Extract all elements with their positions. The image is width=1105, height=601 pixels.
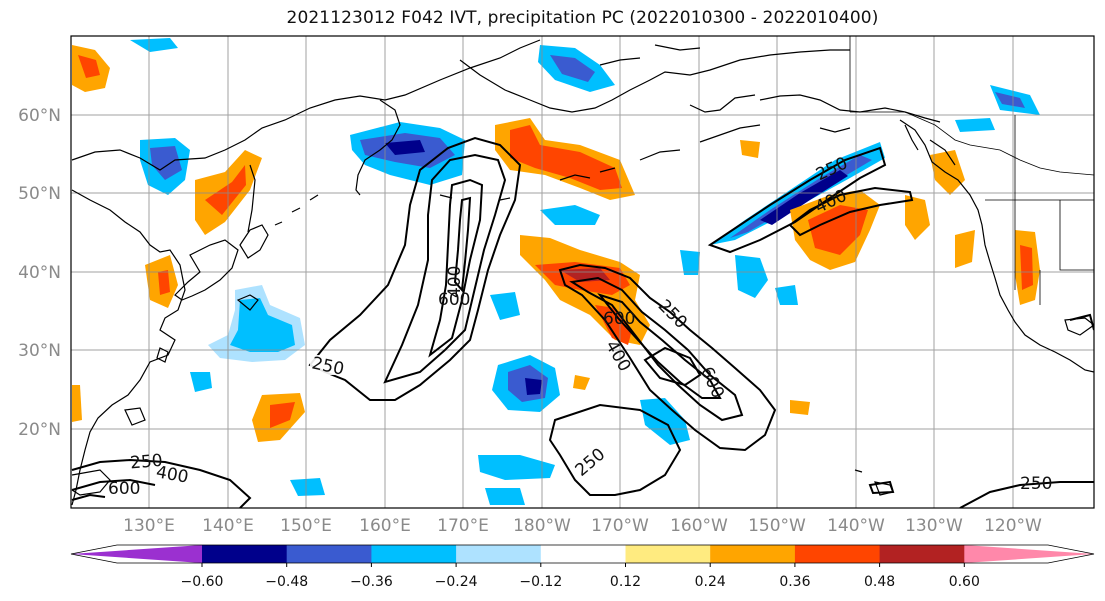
latitude-labels: 60°N 50°N 40°N 30°N 20°N [18, 106, 61, 440]
lon-label: 140°W [827, 516, 885, 536]
colorbar-tick-label: −0.24 [435, 574, 478, 590]
colorbar-tick-label: 0.36 [779, 574, 810, 590]
colorbar-tick-label: 0.48 [864, 574, 895, 590]
ivt-contour-labels: 250 400 600 250 600 400 250 600 400 250 … [108, 153, 1052, 499]
figure-title: 2021123012 F042 IVT, precipitation PC (2… [286, 8, 879, 28]
contour-label: 600 [438, 290, 470, 310]
lon-label: 130°W [905, 516, 963, 536]
colorbar-segment [540, 545, 626, 563]
lon-label: 170°E [437, 516, 489, 536]
colorbar-segment [202, 545, 288, 563]
colorbar-segment [371, 545, 457, 563]
colorbar-segment [625, 545, 711, 563]
colorbar-tick-label: 0.12 [610, 574, 641, 590]
colorbar-segment [71, 545, 202, 563]
lon-label: 150°W [748, 516, 806, 536]
lat-label: 20°N [18, 420, 61, 440]
contour-label: 600 [108, 479, 140, 499]
lon-label: 160°E [359, 516, 411, 536]
contour-label: 600 [603, 309, 635, 329]
colorbar: −0.60 −0.48 −0.36 −0.24 −0.12 0.12 0.24 0.36 0.4… [70, 544, 1095, 590]
lat-label: 50°N [18, 184, 61, 204]
colorbar-segment [456, 545, 542, 563]
colorbar-tick-label: −0.60 [181, 574, 224, 590]
lon-label: 140°E [202, 516, 254, 536]
ivt-contours [71, 136, 1094, 508]
political-borders [849, 36, 1094, 305]
colorbar-tick-label: 0.24 [695, 574, 726, 590]
lon-label: 120°W [984, 516, 1042, 536]
longitude-labels: 130°E 140°E 150°E 160°E 170°E 180°W 170°… [123, 516, 1042, 536]
contour-label: 250 [1020, 474, 1052, 494]
colorbar-segment [286, 545, 372, 563]
lon-label: 130°E [123, 516, 175, 536]
lon-label: 160°W [670, 516, 728, 536]
colorbar-tick-label: −0.48 [265, 574, 308, 590]
map-frame [70, 35, 1095, 509]
map-gridlines [71, 36, 1094, 508]
colorbar-tick-label: −0.36 [350, 574, 393, 590]
lat-label: 40°N [18, 263, 61, 283]
contour-label: 250 [129, 451, 163, 474]
coastlines [71, 39, 1094, 506]
colorbar-tick-label: 0.60 [949, 574, 980, 590]
lat-label: 30°N [18, 341, 61, 361]
colorbar-segment [879, 545, 965, 563]
lon-label: 170°W [591, 516, 649, 536]
lon-label: 180°W [513, 516, 571, 536]
contour-label: 400 [445, 266, 465, 298]
colorbar-segment [710, 545, 796, 563]
colorbar-tick-label: −0.12 [519, 574, 562, 590]
lon-label: 150°E [280, 516, 332, 536]
lat-label: 60°N [18, 106, 61, 126]
colorbar-segment [794, 545, 881, 563]
colorbar-segment [964, 545, 1094, 563]
